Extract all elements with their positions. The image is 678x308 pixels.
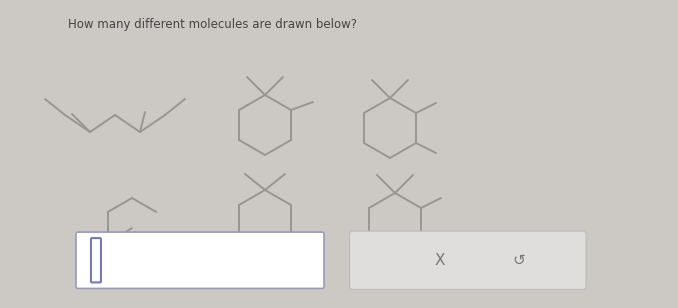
FancyBboxPatch shape [350, 231, 586, 290]
FancyBboxPatch shape [76, 232, 324, 288]
Text: X: X [435, 253, 445, 268]
Text: ↺: ↺ [512, 253, 525, 268]
Text: How many different molecules are drawn below?: How many different molecules are drawn b… [68, 18, 357, 31]
